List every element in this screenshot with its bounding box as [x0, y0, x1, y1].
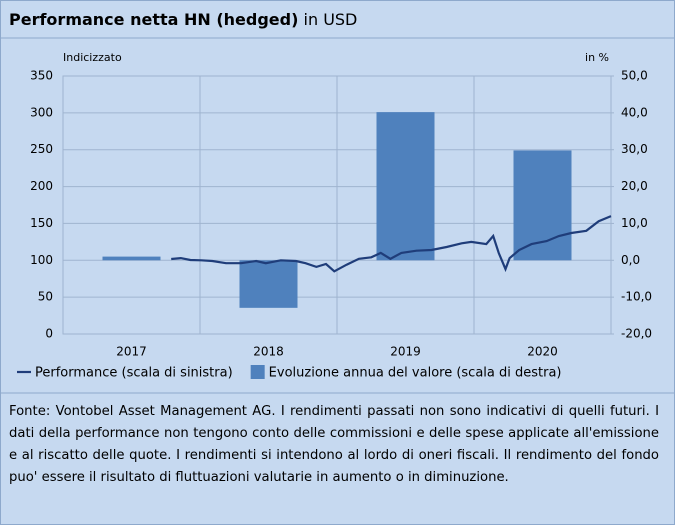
bar — [239, 260, 298, 308]
y-axis-label: Indicizzato — [63, 51, 122, 64]
legend-swatch — [250, 365, 265, 379]
bar — [102, 256, 161, 261]
y2-tick-label: 40,0 — [621, 105, 648, 119]
chart-subtitle: in USD — [304, 10, 358, 29]
x-tick-label: 2017 — [116, 345, 147, 359]
y-tick-label: 150 — [30, 216, 53, 230]
chart-title: Performance netta HN (hedged) — [9, 10, 298, 29]
x-tick-label: 2019 — [390, 345, 421, 359]
y2-tick-label: 50,0 — [621, 69, 648, 83]
y2-tick-label: 10,0 — [621, 216, 648, 230]
x-tick-label: 2020 — [527, 345, 558, 359]
y2-tick-label: -20,0 — [621, 327, 652, 341]
y2-tick-label: 0,0 — [621, 253, 640, 267]
y-tick-label: 100 — [30, 253, 53, 267]
x-tick-label: 2018 — [253, 345, 284, 359]
legend-label: Evoluzione annua del valore (scala di de… — [269, 366, 562, 381]
y2-tick-label: -10,0 — [621, 290, 652, 304]
y2-tick-label: 20,0 — [621, 179, 648, 193]
chart-title-line: Performance netta HN (hedged) in USD — [9, 10, 357, 29]
y-tick-label: 250 — [30, 142, 53, 156]
y2-axis-label: in % — [585, 51, 609, 64]
footnote: Fonte: Vontobel Asset Management AG. I r… — [9, 404, 659, 485]
y-tick-label: 350 — [30, 69, 53, 83]
y-tick-label: 300 — [30, 105, 53, 119]
legend-label: Performance (scala di sinistra) — [35, 366, 233, 381]
y-tick-label: 200 — [30, 179, 53, 193]
bar — [513, 150, 572, 261]
y-tick-label: 0 — [45, 327, 53, 341]
chart: Performance netta HN (hedged) in USD Ind… — [1, 10, 674, 394]
line — [171, 215, 612, 273]
bar — [376, 112, 435, 261]
y2-tick-label: 30,0 — [621, 142, 648, 156]
y-tick-label: 50 — [38, 290, 53, 304]
